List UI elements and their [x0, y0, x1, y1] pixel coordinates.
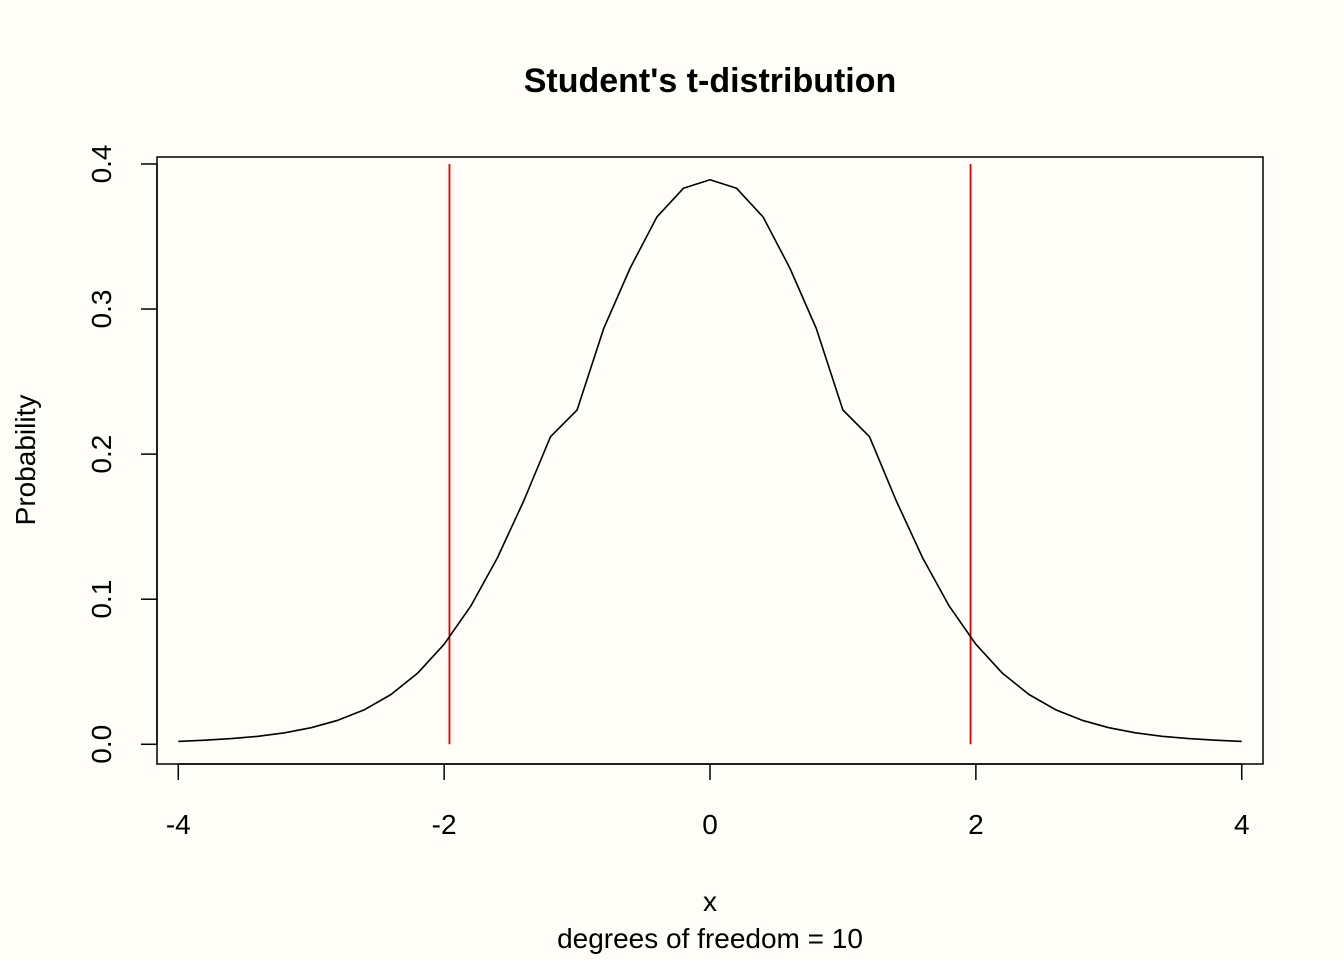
- y-tick-label: 0.1: [86, 580, 117, 619]
- series-group: [178, 179, 1242, 743]
- y-tick-label: 0.2: [86, 435, 117, 474]
- x-tick-label: 0: [702, 809, 718, 840]
- x-tick-label: -2: [432, 809, 457, 840]
- density-curve: [178, 179, 1242, 743]
- x-tick-label: -4: [166, 809, 191, 840]
- y-axis: 0.0 0.1 0.2 0.3 0.4: [86, 144, 158, 764]
- x-axis-label: x: [703, 886, 717, 917]
- y-tick-label: 0.3: [86, 290, 117, 329]
- y-axis-label: Probability: [10, 395, 41, 526]
- reference-lines: [448, 163, 972, 745]
- chart-title: Student's t-distribution: [524, 62, 897, 100]
- y-tick-label: 0.0: [86, 725, 117, 764]
- x-tick-label: 2: [968, 809, 984, 840]
- x-tick-label: 4: [1234, 809, 1250, 840]
- y-tick-label: 0.4: [86, 144, 117, 183]
- plot-frame: [156, 156, 1264, 765]
- x-axis-subtitle: degrees of freedom = 10: [557, 923, 863, 954]
- x-axis: -4 -2 0 2 4: [166, 763, 1250, 840]
